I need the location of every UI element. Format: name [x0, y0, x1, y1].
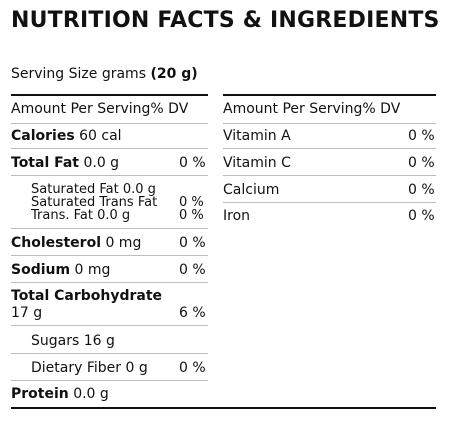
divider: [11, 282, 208, 283]
divider: [223, 148, 436, 149]
serving-size-value: (20 g): [150, 66, 198, 82]
total-fat-row: Total Fat 0.0 g: [11, 155, 119, 171]
divider: [11, 325, 208, 326]
divider: [11, 353, 208, 354]
sodium-label: Sodium: [11, 262, 71, 278]
dv-label: % DV: [150, 101, 189, 117]
cholesterol-label: Cholesterol: [11, 235, 101, 251]
cholesterol-row: Cholesterol 0 mg: [11, 235, 141, 251]
divider: [11, 228, 208, 229]
calories-label: Calories: [11, 128, 75, 144]
trans-fat-label: Trans. Fat 0.0 g: [31, 208, 131, 223]
sodium-dv: 0 %: [179, 262, 206, 278]
divider: [223, 123, 436, 124]
divider: [11, 175, 208, 176]
right-top-rule: [223, 94, 436, 96]
calories-value: 60 cal: [79, 128, 122, 144]
divider: [11, 380, 208, 381]
vitamin-c-label: Vitamin C: [223, 155, 291, 171]
serving-size: Serving Size grams (20 g): [11, 66, 198, 82]
iron-label: Iron: [223, 208, 251, 224]
sodium-row: Sodium 0 mg: [11, 262, 110, 278]
trans-fat-dv: 0 %: [179, 208, 204, 223]
total-carbohydrate-value: 17 g: [11, 305, 43, 321]
divider: [223, 175, 436, 176]
saturated-trans-fat-dv: 0 %: [179, 195, 204, 210]
divider: [11, 148, 208, 149]
protein-label: Protein: [11, 386, 69, 402]
divider: [11, 255, 208, 256]
protein-row: Protein 0.0 g: [11, 386, 109, 402]
calories-row: Calories 60 cal: [11, 128, 122, 144]
bottom-rule: [11, 407, 436, 409]
total-carbohydrate-dv: 6 %: [179, 305, 206, 321]
divider: [11, 123, 208, 124]
serving-size-label: Serving Size grams: [11, 66, 146, 82]
saturated-fat-label: Saturated Fat 0.0 g: [31, 182, 156, 197]
protein-value: 0.0 g: [73, 386, 109, 402]
left-header: Amount Per Serving% DV: [11, 101, 188, 117]
dietary-fiber-label: Dietary Fiber 0 g: [31, 360, 148, 376]
total-fat-dv: 0 %: [179, 155, 206, 171]
calcium-dv: 0 %: [408, 182, 435, 198]
page-title: NUTRITION FACTS & INGREDIENTS: [11, 8, 440, 33]
amount-per-serving-label: Amount Per Serving: [11, 101, 151, 117]
vitamin-a-dv: 0 %: [408, 128, 435, 144]
calcium-label: Calcium: [223, 182, 280, 198]
dietary-fiber-dv: 0 %: [179, 360, 206, 376]
dv-label: % DV: [362, 101, 401, 117]
vitamin-c-dv: 0 %: [408, 155, 435, 171]
total-fat-label: Total Fat: [11, 155, 80, 171]
cholesterol-value: 0 mg: [105, 235, 142, 251]
saturated-trans-fat-label: Saturated Trans Fat: [31, 195, 158, 210]
cholesterol-dv: 0 %: [179, 235, 206, 251]
right-header: Amount Per Serving% DV: [223, 101, 400, 117]
total-carbohydrate-label: Total Carbohydrate: [11, 288, 163, 304]
amount-per-serving-label: Amount Per Serving: [223, 101, 363, 117]
left-top-rule: [11, 94, 208, 96]
vitamin-a-label: Vitamin A: [223, 128, 291, 144]
total-fat-value: 0.0 g: [83, 155, 120, 171]
iron-dv: 0 %: [408, 208, 435, 224]
sugars-label: Sugars 16 g: [31, 333, 115, 349]
sodium-value: 0 mg: [74, 262, 111, 278]
divider: [223, 202, 436, 203]
